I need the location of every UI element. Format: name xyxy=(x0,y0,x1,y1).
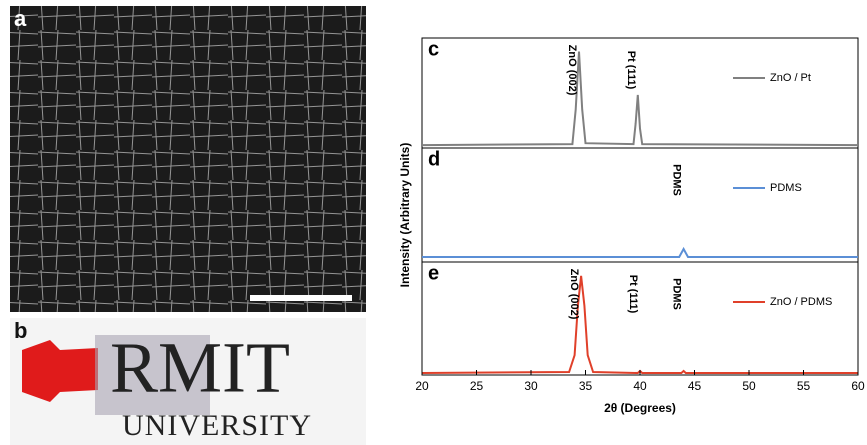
scale-bar xyxy=(250,295,352,301)
x-tick-label: 35 xyxy=(579,379,593,393)
peak-label: Pt (111) xyxy=(627,275,639,314)
spectrum xyxy=(422,246,858,258)
peak-label: Pt (111) xyxy=(625,51,637,90)
x-tick-label: 25 xyxy=(470,379,484,393)
logo-shape xyxy=(22,340,98,402)
spectrum xyxy=(421,51,859,147)
x-axis-label: 2θ (Degrees) xyxy=(604,401,676,415)
logo-text: RMIT xyxy=(110,328,290,408)
panel-label: b xyxy=(14,318,27,343)
x-tick-label: 60 xyxy=(851,379,865,393)
peak-label: ZnO (002) xyxy=(566,45,578,96)
spectrum xyxy=(421,275,858,375)
peak-label: ZnO (002) xyxy=(568,269,580,320)
x-tick-label: 45 xyxy=(688,379,702,393)
photo-a xyxy=(10,6,366,312)
y-axis-label: Intensity (Arbitrary Units) xyxy=(398,143,412,288)
x-tick-label: 20 xyxy=(415,379,429,393)
x-tick-label: 55 xyxy=(797,379,811,393)
panel-label: e xyxy=(428,262,439,284)
x-tick-label: 30 xyxy=(524,379,538,393)
peak-label: PDMS xyxy=(671,164,683,196)
logo-subtitle: UNIVERSITY xyxy=(122,409,312,442)
peak-label: PDMS xyxy=(671,278,683,310)
legend-label: ZnO / PDMS xyxy=(770,296,832,308)
panel-label: d xyxy=(428,148,440,170)
plot-frame xyxy=(421,37,859,376)
sample xyxy=(95,335,210,415)
x-tick-label: 50 xyxy=(742,379,756,393)
legend-label: PDMS xyxy=(770,182,802,194)
x-tick-label: 40 xyxy=(633,379,647,393)
panel-label: c xyxy=(428,38,439,60)
legend-label: ZnO / Pt xyxy=(770,72,811,84)
panel-label: a xyxy=(14,6,27,31)
